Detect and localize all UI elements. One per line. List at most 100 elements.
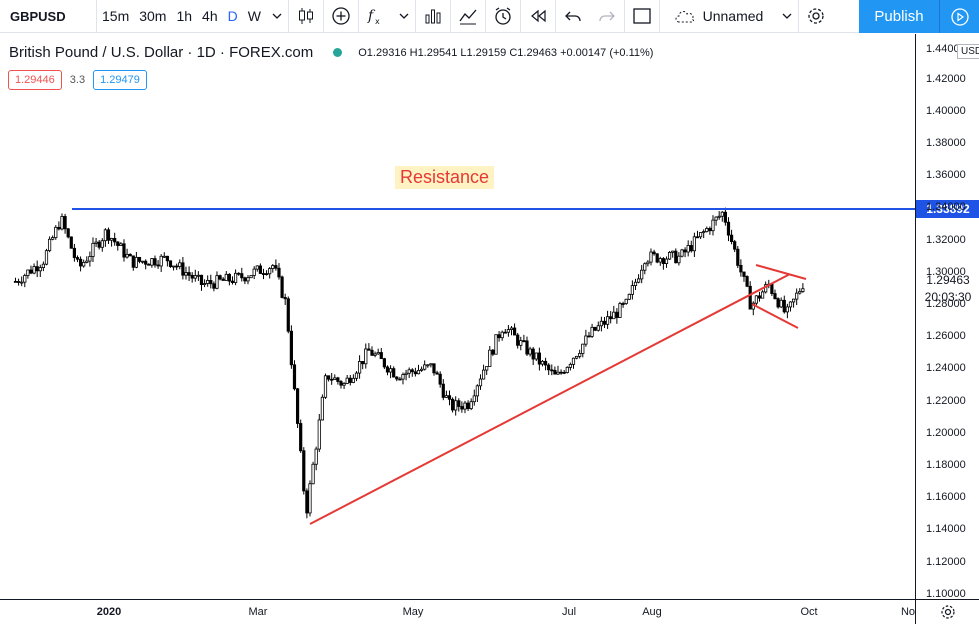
- cloud-icon: [675, 11, 694, 23]
- candle-body: [330, 378, 334, 381]
- interval-w[interactable]: W: [247, 8, 261, 24]
- settings-button[interactable]: [799, 0, 833, 33]
- candle-body: [190, 274, 194, 279]
- candle-body: [754, 295, 758, 304]
- price-plot[interactable]: [0, 34, 915, 599]
- candle-body: [640, 269, 644, 280]
- candle-body: [354, 372, 359, 379]
- buy-price-button[interactable]: 1.29479: [93, 70, 147, 90]
- undo-button[interactable]: [556, 0, 590, 33]
- symbol-label: GBPUSD: [10, 8, 66, 24]
- interval-d[interactable]: D: [227, 8, 238, 24]
- chevron-down-icon: [782, 13, 792, 19]
- templates-button[interactable]: [416, 0, 450, 33]
- publish-button[interactable]: Publish: [859, 0, 939, 33]
- candle-body: [457, 400, 461, 407]
- candle-body: [60, 216, 64, 230]
- axis-settings-corner[interactable]: [915, 599, 979, 624]
- candle-body: [91, 242, 95, 257]
- chart-pane[interactable]: British Pound / U.S. Dollar · 1D · FOREX…: [0, 34, 979, 624]
- chart-type-button[interactable]: [289, 0, 323, 33]
- candle-body: [636, 278, 641, 283]
- candle-body: [649, 251, 653, 263]
- candle-body: [791, 298, 796, 303]
- candle-body: [326, 375, 331, 380]
- replay-button[interactable]: [521, 0, 555, 33]
- candle-body: [323, 375, 328, 398]
- candle-body: [243, 277, 247, 282]
- candle-body: [295, 388, 300, 424]
- candle-body: [605, 316, 610, 325]
- alert-button[interactable]: [486, 0, 520, 33]
- fullscreen-button[interactable]: [625, 0, 659, 33]
- candle-body: [795, 292, 799, 300]
- candle-body: [382, 358, 386, 368]
- redo-button[interactable]: [590, 0, 624, 33]
- candle-body: [100, 240, 104, 248]
- layout-name-button[interactable]: Unnamed: [660, 0, 776, 33]
- candle-body: [661, 258, 665, 265]
- market-status-icon: [333, 48, 343, 57]
- candle-body: [379, 352, 383, 360]
- candle-body: [689, 245, 693, 252]
- symbol-search[interactable]: GBPUSD: [0, 0, 96, 33]
- candle-body: [367, 348, 371, 351]
- indicators-dropdown[interactable]: [393, 0, 415, 33]
- toolbar-divider: [554, 0, 556, 33]
- candle-body: [94, 241, 98, 244]
- candle-body: [283, 297, 287, 300]
- candle-body: [404, 372, 408, 375]
- candle-body: [503, 331, 507, 334]
- x-tick-label: Aug: [642, 606, 662, 618]
- candle-body: [16, 281, 21, 283]
- compare-button[interactable]: [324, 0, 358, 33]
- candle-body: [13, 280, 18, 283]
- y-tick-label: 1.38000: [926, 136, 966, 149]
- candle-body: [596, 325, 600, 331]
- candle-body: [206, 280, 210, 284]
- resistance-annotation[interactable]: Resistance: [395, 166, 495, 189]
- candle-body: [398, 378, 402, 381]
- time-axis[interactable]: 2020 Mar May Jul Aug Oct No: [0, 599, 915, 624]
- candle-body: [109, 237, 114, 241]
- candle-body: [370, 349, 374, 356]
- candle-body: [652, 251, 656, 255]
- interval-30m[interactable]: 30m: [139, 8, 167, 24]
- replay-icon: [531, 9, 546, 23]
- candle-body: [463, 402, 467, 410]
- candle-body: [134, 256, 138, 268]
- y-tick-label: 1.24000: [926, 362, 966, 375]
- interval-dropdown[interactable]: [266, 0, 288, 33]
- line-tool-button[interactable]: [451, 0, 485, 33]
- resistance-price-tag: 1.33892: [916, 200, 979, 219]
- candle-body: [745, 276, 749, 287]
- y-tick-label: 1.32000: [926, 233, 966, 246]
- currency-badge[interactable]: USD: [957, 44, 979, 59]
- toolbar-divider: [797, 0, 799, 33]
- candle-body: [469, 401, 473, 409]
- pennant-lower-line: [751, 303, 799, 329]
- candle-body: [537, 352, 541, 365]
- chevron-down-icon: [399, 13, 409, 19]
- layout-dropdown[interactable]: [776, 0, 798, 33]
- candle-body: [407, 369, 411, 374]
- candle-body: [525, 340, 529, 355]
- candle-body: [280, 276, 284, 298]
- candle-body: [528, 348, 532, 355]
- candle-body: [54, 226, 58, 238]
- interval-15m[interactable]: 15m: [102, 8, 130, 24]
- symbol-legend[interactable]: British Pound / U.S. Dollar · 1D · FOREX…: [9, 44, 653, 61]
- pennant-upper-line: [755, 264, 807, 280]
- candle-body: [308, 483, 312, 514]
- price-axis[interactable]: 1.44000 USD 1.33892 1.29463 20:03:30 1.4…: [915, 34, 979, 600]
- y-tick-label: 1.36000: [926, 169, 966, 182]
- candle-body: [410, 369, 414, 373]
- candle-body: [785, 306, 789, 313]
- interval-1h[interactable]: 1h: [176, 8, 193, 24]
- sell-price-button[interactable]: 1.29446: [8, 70, 62, 90]
- publish-dropdown-button[interactable]: [939, 0, 979, 33]
- interval-4h[interactable]: 4h: [202, 8, 218, 24]
- candle-body: [540, 360, 545, 365]
